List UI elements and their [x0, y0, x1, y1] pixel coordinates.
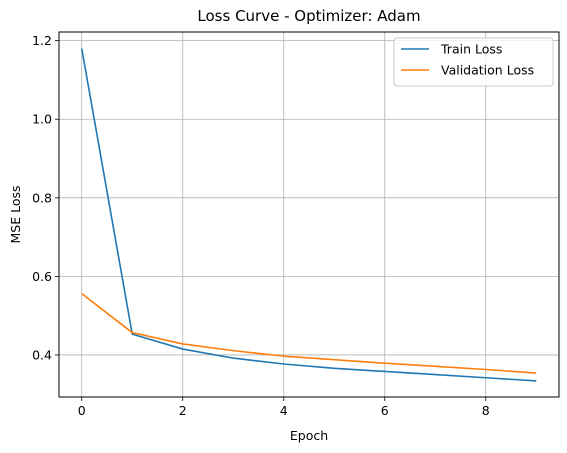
x-axis-ticks: 0 2 4 6 8 [78, 397, 490, 418]
x-gridlines [81, 32, 487, 397]
legend: Train Loss Validation Loss [393, 37, 554, 87]
series-lines [80, 48, 537, 382]
x-tick-label: 0 [78, 403, 86, 418]
y-tick-label: 1.2 [32, 33, 52, 48]
y-tick-label: 1.0 [32, 112, 52, 127]
series-line-validation-loss [81, 293, 537, 374]
legend-box [393, 37, 554, 87]
series-line-train-loss [80, 48, 537, 382]
legend-label-train-loss: Train Loss [440, 42, 502, 57]
x-tick-label: 4 [280, 403, 288, 418]
y-tick-label: 0.8 [32, 190, 52, 205]
x-tick-label: 6 [381, 403, 389, 418]
x-tick-label: 2 [179, 403, 187, 418]
y-axis-ticks: 0.4 0.6 0.8 1.0 1.2 [32, 33, 59, 362]
y-axis-label: MSE Loss [8, 185, 23, 243]
chart-title: Loss Curve - Optimizer: Adam [197, 7, 420, 25]
legend-label-validation-loss: Validation Loss [441, 63, 534, 78]
x-tick-label: 8 [482, 403, 490, 418]
plot-frame [58, 31, 560, 398]
y-tick-label: 0.6 [32, 269, 52, 284]
x-axis-label: Epoch [290, 428, 328, 443]
y-gridlines [59, 40, 559, 356]
y-tick-label: 0.4 [32, 347, 52, 362]
